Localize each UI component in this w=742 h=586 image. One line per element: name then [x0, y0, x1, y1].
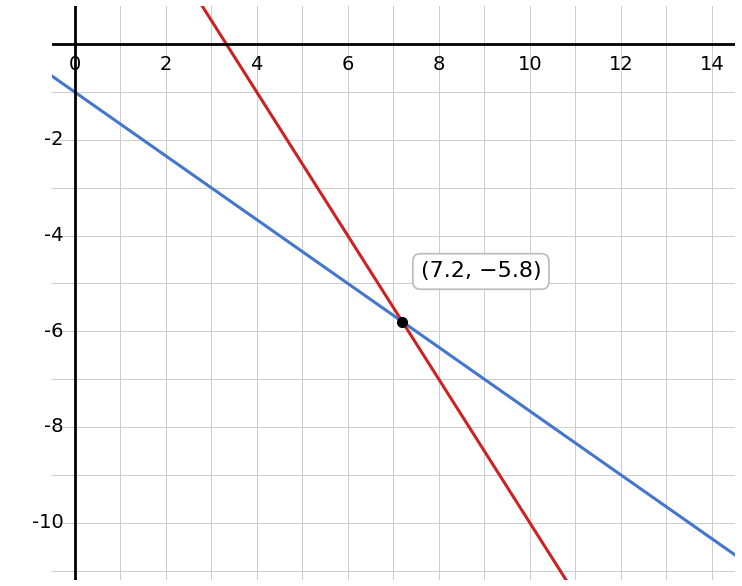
Text: 12: 12: [608, 54, 633, 74]
Text: -8: -8: [44, 417, 63, 437]
Text: 10: 10: [517, 54, 542, 74]
Text: -4: -4: [44, 226, 63, 245]
Text: -6: -6: [44, 322, 63, 341]
Text: 6: 6: [341, 54, 354, 74]
Text: -2: -2: [44, 130, 63, 149]
Text: 8: 8: [433, 54, 445, 74]
Text: 2: 2: [160, 54, 172, 74]
Text: 4: 4: [251, 54, 263, 74]
Text: 0: 0: [68, 54, 81, 74]
Text: -10: -10: [32, 513, 63, 532]
Text: (7.2, −5.8): (7.2, −5.8): [421, 261, 541, 281]
Text: 14: 14: [700, 54, 724, 74]
